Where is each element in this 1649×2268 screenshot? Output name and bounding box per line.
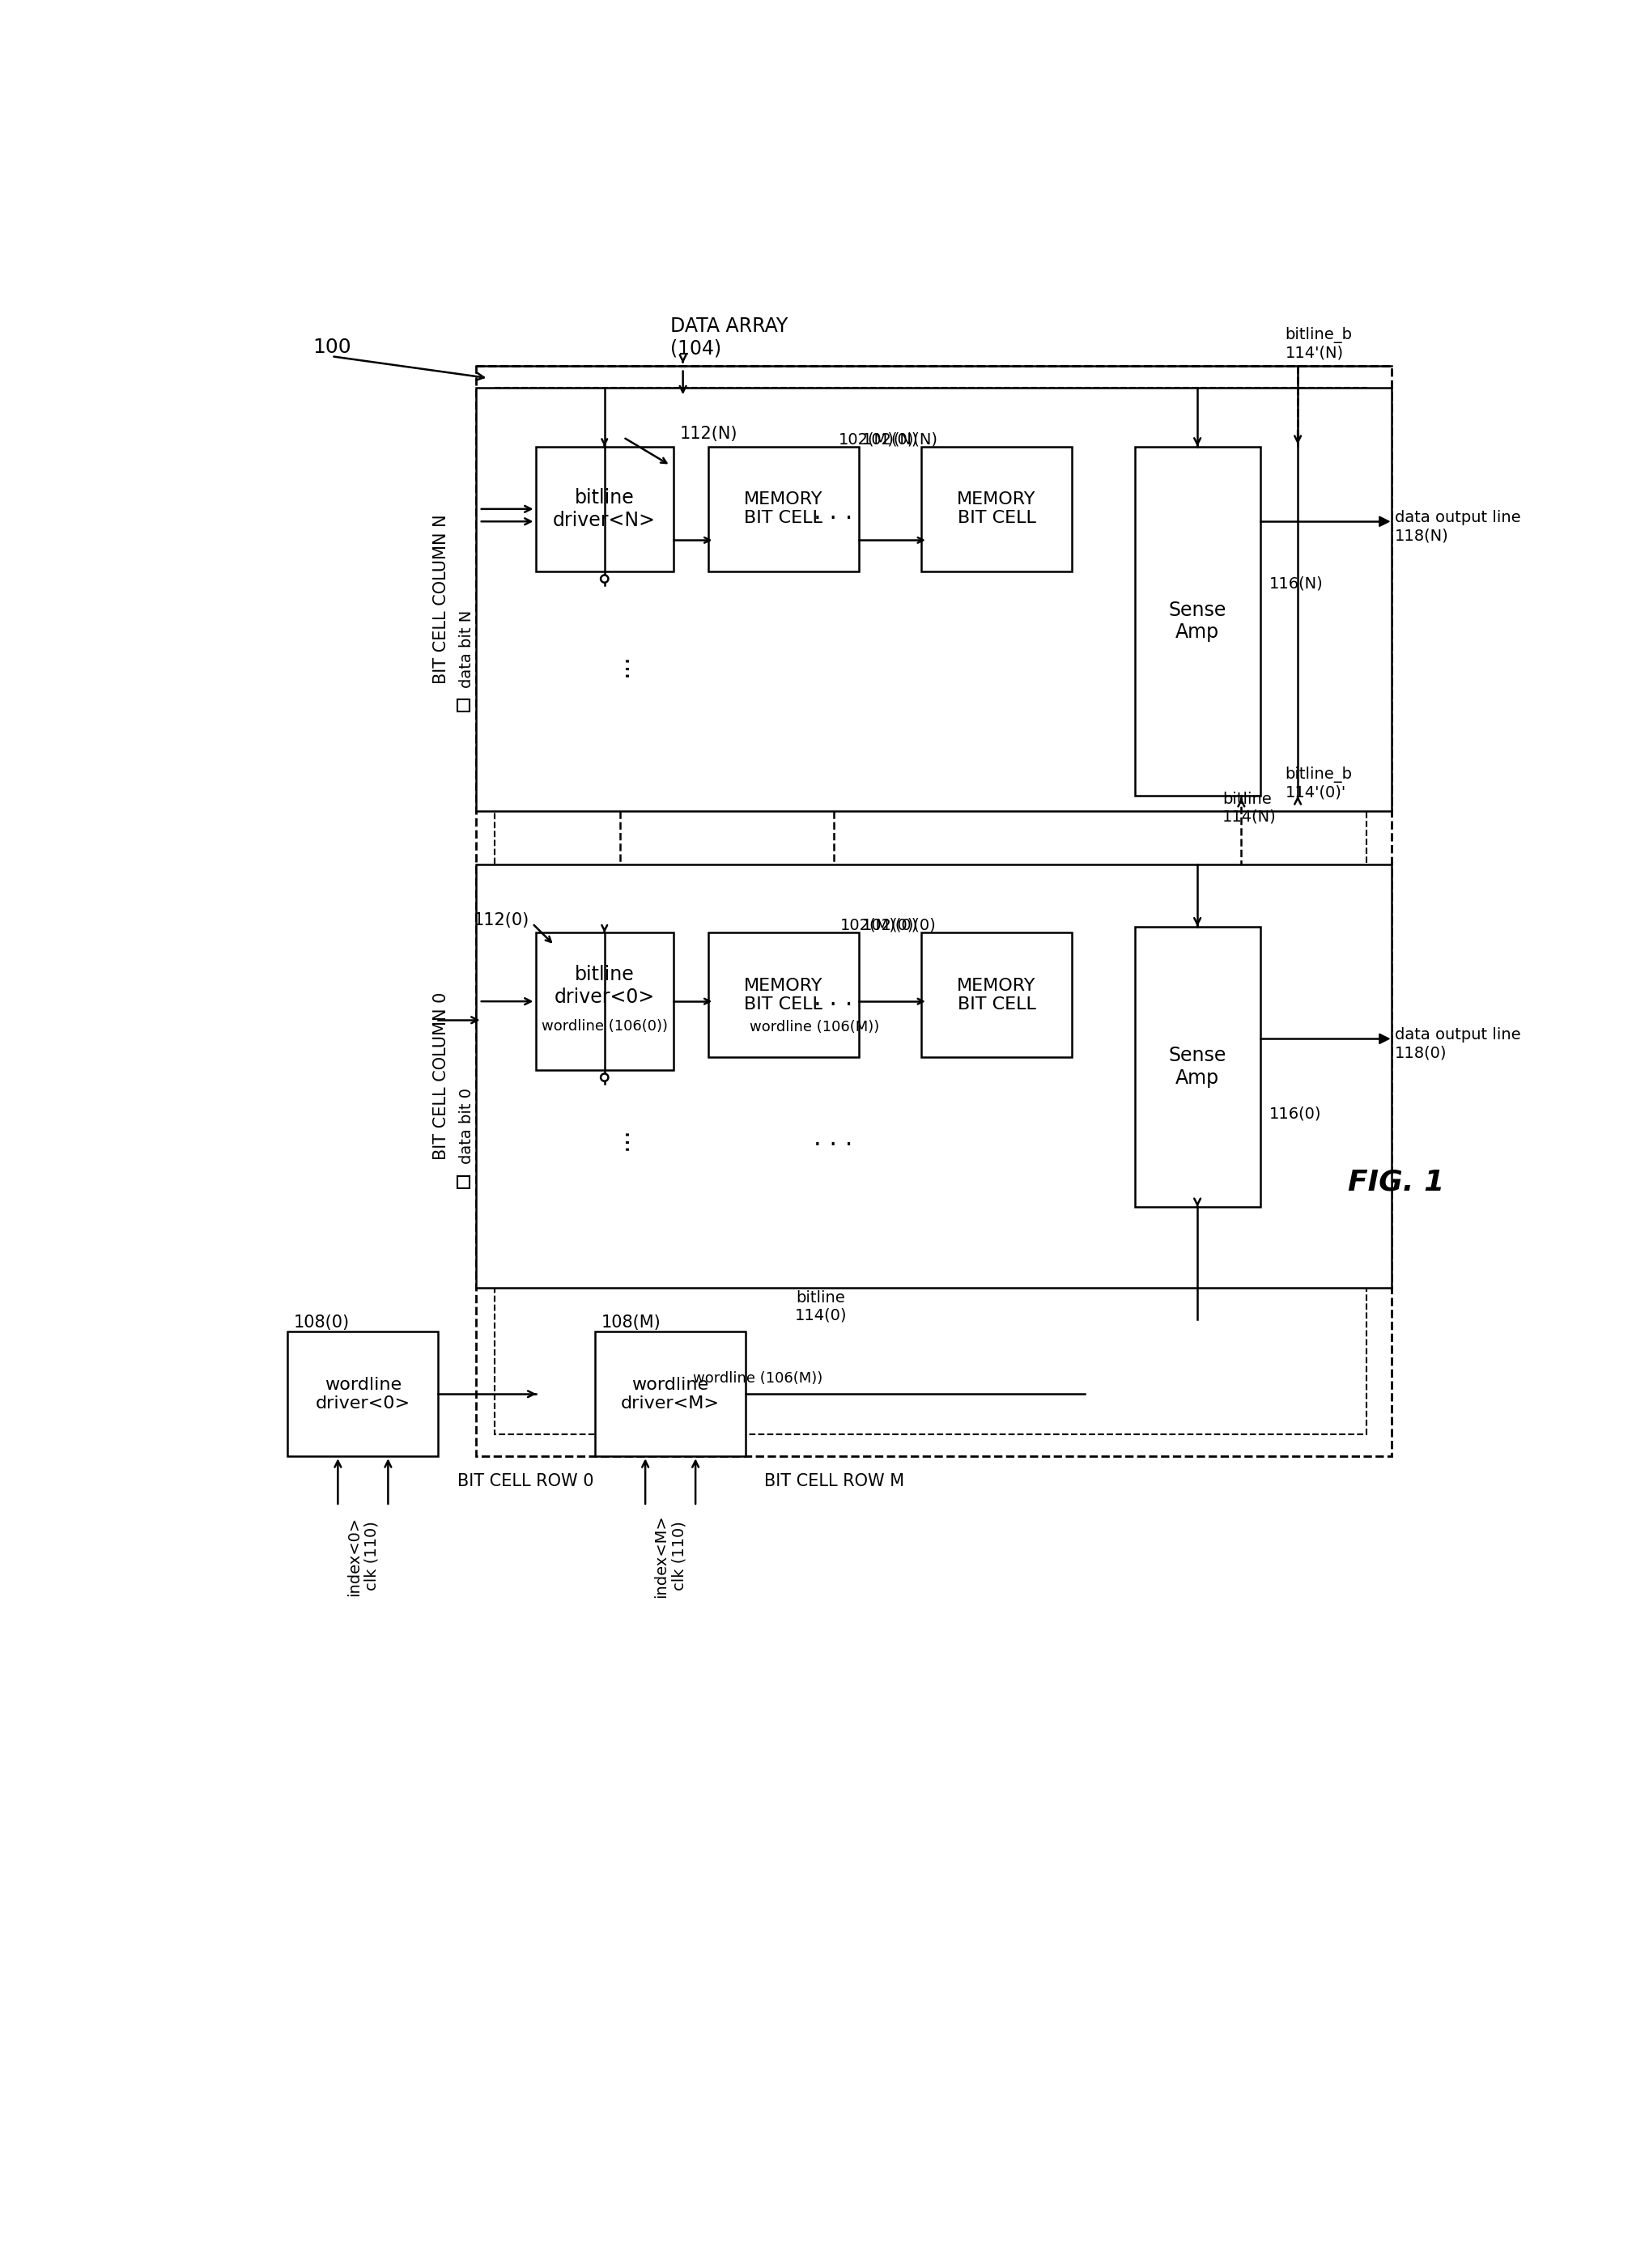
- Text: 116(0): 116(0): [1270, 1107, 1322, 1120]
- Text: bitline
driver<0>: bitline driver<0>: [554, 964, 655, 1007]
- Text: 108(M): 108(M): [602, 1313, 661, 1331]
- Text: BIT CELL COLUMN N: BIT CELL COLUMN N: [434, 515, 450, 685]
- Text: 102(0)(0): 102(0)(0): [862, 919, 937, 932]
- Text: . . .: . . .: [815, 501, 853, 524]
- Text: bitline
114(0): bitline 114(0): [795, 1290, 848, 1322]
- Text: BIT CELL COLUMN 0: BIT CELL COLUMN 0: [434, 991, 450, 1161]
- Text: index<M>
clk (110): index<M> clk (110): [653, 1515, 688, 1597]
- Text: ...: ...: [608, 1127, 632, 1150]
- Bar: [1135, 447, 1260, 796]
- Bar: [536, 932, 673, 1070]
- Text: bitline_b
114'(0)': bitline_b 114'(0)': [1285, 767, 1352, 801]
- Polygon shape: [1379, 1034, 1390, 1043]
- Circle shape: [600, 1073, 608, 1082]
- Text: 108(0): 108(0): [294, 1313, 350, 1331]
- Text: wordline
driver<0>: wordline driver<0>: [315, 1377, 411, 1411]
- Circle shape: [600, 576, 608, 583]
- Text: ...: ...: [608, 653, 632, 676]
- Bar: [477, 388, 1392, 812]
- Text: wordline (106(M)): wordline (106(M)): [750, 1021, 879, 1034]
- Text: wordline
driver<M>: wordline driver<M>: [622, 1377, 719, 1411]
- Text: data bit N: data bit N: [458, 610, 475, 687]
- Bar: [536, 447, 673, 572]
- Text: Sense
Amp: Sense Amp: [1169, 1046, 1227, 1089]
- Text: MEMORY
BIT CELL: MEMORY BIT CELL: [744, 978, 823, 1012]
- Bar: [707, 932, 859, 1057]
- Text: DATA ARRAY
(104): DATA ARRAY (104): [671, 318, 788, 358]
- Bar: [495, 388, 1367, 1436]
- Bar: [595, 1331, 745, 1456]
- Text: . . .: . . .: [815, 987, 853, 1009]
- Text: bitline_b
114'(N): bitline_b 114'(N): [1285, 327, 1352, 361]
- Text: Sense
Amp: Sense Amp: [1169, 601, 1227, 642]
- Text: 102(0)(N): 102(0)(N): [862, 431, 938, 447]
- Text: 112(N): 112(N): [679, 426, 737, 442]
- Text: 116(N): 116(N): [1270, 576, 1324, 592]
- Text: . . .: . . .: [815, 1127, 853, 1150]
- Text: BIT CELL ROW 0: BIT CELL ROW 0: [457, 1474, 594, 1490]
- Text: FIG. 1: FIG. 1: [1347, 1168, 1445, 1195]
- Text: 100: 100: [313, 338, 351, 356]
- Text: wordline (106(M)): wordline (106(M)): [693, 1372, 823, 1386]
- Bar: [922, 932, 1072, 1057]
- Text: BIT CELL ROW M: BIT CELL ROW M: [765, 1474, 905, 1490]
- Text: MEMORY
BIT CELL: MEMORY BIT CELL: [744, 492, 823, 526]
- Bar: [922, 447, 1072, 572]
- Bar: [477, 864, 1392, 1288]
- Bar: [477, 365, 1392, 1456]
- Text: MEMORY
BIT CELL: MEMORY BIT CELL: [956, 492, 1036, 526]
- Bar: [1135, 928, 1260, 1207]
- Text: bitline
114(N): bitline 114(N): [1222, 792, 1276, 826]
- Text: data output line
118(0): data output line 118(0): [1395, 1027, 1520, 1061]
- Text: 102(M)(N): 102(M)(N): [838, 431, 918, 447]
- Bar: [707, 447, 859, 572]
- Text: bitline
driver<N>: bitline driver<N>: [552, 488, 656, 531]
- Text: 102(M)(0): 102(M)(0): [841, 919, 918, 932]
- Bar: [457, 1175, 470, 1188]
- Text: 112(0): 112(0): [473, 912, 529, 928]
- Bar: [457, 699, 470, 712]
- Text: MEMORY
BIT CELL: MEMORY BIT CELL: [956, 978, 1036, 1012]
- Bar: [287, 1331, 439, 1456]
- Text: index<0>
clk (110): index<0> clk (110): [346, 1517, 379, 1597]
- Text: data output line
118(N): data output line 118(N): [1395, 510, 1520, 544]
- Polygon shape: [1379, 517, 1390, 526]
- Text: wordline (106(0)): wordline (106(0)): [541, 1018, 668, 1034]
- Text: data bit 0: data bit 0: [458, 1089, 475, 1163]
